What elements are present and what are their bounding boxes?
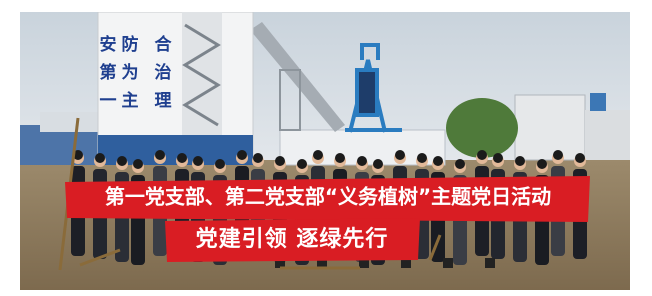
person-hair — [417, 153, 427, 163]
tree — [446, 98, 518, 158]
person-hair — [357, 156, 367, 166]
building — [585, 110, 630, 160]
person-hair — [155, 150, 165, 160]
sign-char: 主 — [122, 90, 139, 111]
person-hair — [193, 156, 203, 166]
building — [40, 112, 100, 132]
building — [515, 95, 585, 160]
sign-char: 合 — [155, 34, 173, 55]
banner-top: 第一党支部、第二党支部“义务植树”主题党日活动 — [65, 176, 590, 222]
person-hair — [237, 150, 247, 160]
sign-char: 第 — [100, 62, 117, 83]
sign-char: 安 — [100, 34, 117, 55]
person-hair — [455, 159, 465, 169]
building-sign: 安防合第为治一主理 — [100, 34, 173, 111]
person-legs — [443, 258, 453, 268]
person-hair — [553, 150, 563, 160]
person-hair — [215, 159, 225, 169]
person-hair — [575, 153, 585, 163]
banner-text: 党建引领 逐绿先行 — [196, 226, 389, 252]
person-hair — [493, 153, 503, 163]
scene: 安防合第为治一主理 第一党支部、第二党支部“义务植树”主题党日活动 党建引领 逐… — [20, 12, 630, 290]
person-hair — [253, 153, 263, 163]
person-hair — [395, 150, 405, 160]
person-legs — [485, 258, 495, 268]
person-hair — [177, 153, 187, 163]
person-hair — [95, 153, 105, 163]
person-hair — [275, 156, 285, 166]
person-hair — [373, 159, 383, 169]
banner-text: 第一党支部、第二党支部“义务植树”主题党日活动 — [105, 185, 551, 209]
person-hair — [133, 159, 143, 169]
person-hair — [515, 156, 525, 166]
person-hair — [313, 150, 323, 160]
person-hair — [297, 159, 307, 169]
sign-char: 为 — [122, 62, 139, 83]
person-hair — [433, 156, 443, 166]
sign-char: 理 — [155, 91, 172, 111]
person-hair — [537, 159, 547, 169]
person-hair — [117, 156, 127, 166]
person-hair — [477, 150, 487, 160]
sign-char: 一 — [100, 91, 117, 111]
tower-top — [590, 93, 606, 111]
sign-char: 防 — [122, 34, 139, 55]
photo: 安防合第为治一主理 第一党支部、第二党支部“义务植树”主题党日活动 党建引领 逐… — [0, 0, 652, 296]
person-hair — [335, 153, 345, 163]
banner-bottom: 党建引领 逐绿先行 — [165, 218, 420, 262]
sign-char: 治 — [155, 62, 172, 83]
